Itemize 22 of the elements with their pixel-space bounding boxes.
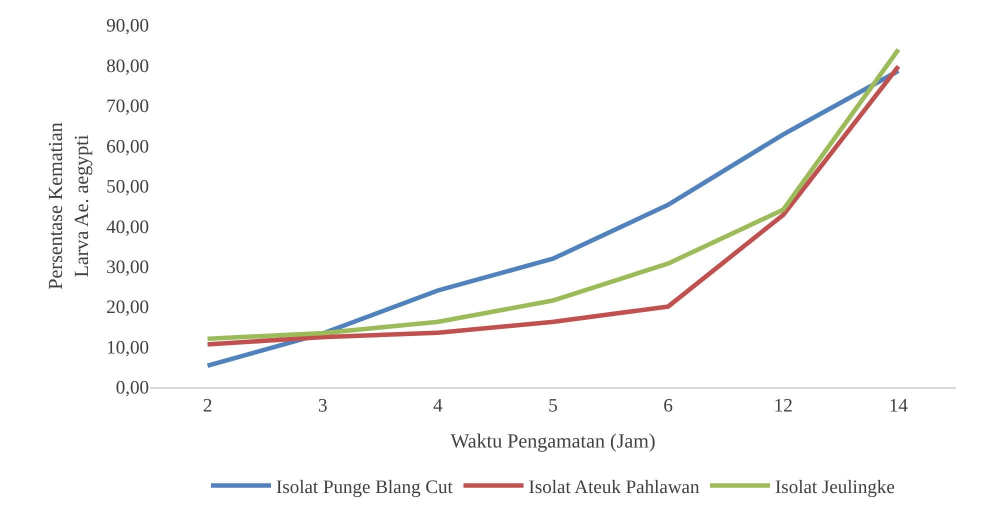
y-tick-label: 50,00 [106, 176, 149, 198]
x-tick-label: 14 [888, 396, 908, 417]
y-tick-label: 40,00 [106, 216, 149, 238]
x-axis-title: Waktu Pengamatan (Jam) [450, 430, 656, 453]
y-tick-label: 30,00 [106, 256, 149, 278]
y-tick-label: 80,00 [106, 56, 149, 77]
x-tick-label: 4 [433, 396, 444, 417]
x-tick-label: 5 [548, 396, 558, 417]
x-tick-label: 12 [774, 396, 793, 417]
y-tick-label: 10,00 [106, 337, 149, 358]
y-axis-title: Persentase Kematian Larva Ae. aegypti [44, 122, 93, 290]
legend-label: Isolat Jeulingke [774, 476, 895, 498]
y-tick-label: 90,00 [106, 16, 149, 37]
legend-label: Isolat Punge Blang Cut [276, 476, 454, 498]
x-tick-label: 3 [318, 396, 328, 417]
y-tick-label: 70,00 [106, 96, 149, 118]
y-tick-label: 20,00 [106, 297, 149, 318]
y-tick-label: 0,00 [116, 378, 149, 399]
y-tick-label: 60,00 [106, 136, 149, 158]
legend-label: Isolat Ateuk Pahlawan [528, 476, 700, 498]
x-tick-label: 6 [663, 396, 673, 417]
x-tick-label: 2 [202, 396, 212, 417]
